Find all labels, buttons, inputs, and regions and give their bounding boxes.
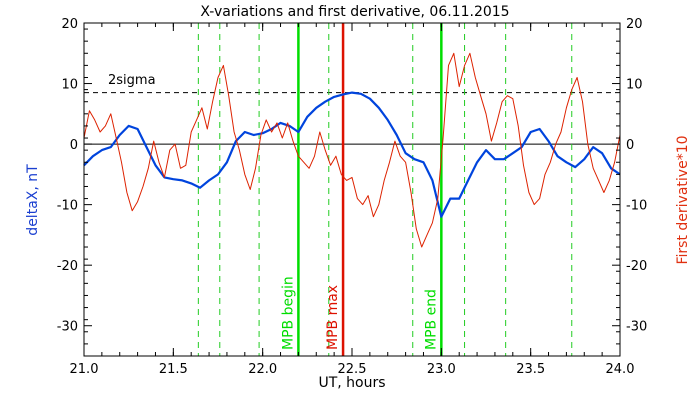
series-line-1 (83, 52, 621, 248)
x-tick-label-1: 21.5 (159, 362, 188, 377)
y-tick-label-right-2: -10 (626, 199, 647, 214)
x-tick-label-2: 22.0 (248, 362, 277, 377)
threshold-label: 2sigma (108, 73, 156, 88)
y-tick-label-left-2: -10 (57, 199, 78, 214)
y-tick-label-right-4: 10 (626, 78, 643, 93)
x-tick-label-0: 21.0 (70, 362, 99, 377)
x-tick-label-3: 22.5 (338, 362, 367, 377)
y-axis-label-left: deltaX, nT (25, 164, 41, 236)
y-tick-label-right-5: 20 (626, 17, 643, 32)
y-tick-label-left-5: 20 (61, 17, 78, 32)
y-tick-label-left-1: -20 (57, 259, 78, 274)
y-tick-label-right-1: -20 (626, 259, 647, 274)
x-tick-label-5: 23.5 (516, 362, 545, 377)
x-axis-label: UT, hours (318, 375, 385, 391)
y-tick-label-left-4: 10 (61, 78, 78, 93)
x-tick-label-4: 23.0 (427, 362, 456, 377)
marker-label-1: MPB max (325, 285, 341, 350)
marker-label-0: MPB begin (280, 276, 296, 350)
y-tick-label-right-0: -30 (626, 320, 647, 335)
marker-label-2: MPB end (423, 289, 439, 350)
y-tick-label-left-0: -30 (57, 320, 78, 335)
chart-title: X-variations and first derivative, 06.11… (200, 4, 509, 20)
x-tick-label-6: 24.0 (606, 362, 635, 377)
y-tick-label-right-3: 0 (626, 138, 634, 153)
y-tick-label-left-3: 0 (70, 138, 78, 153)
series-line-0 (83, 91, 621, 218)
y-axis-label-right: First derivative*10 (675, 135, 691, 264)
